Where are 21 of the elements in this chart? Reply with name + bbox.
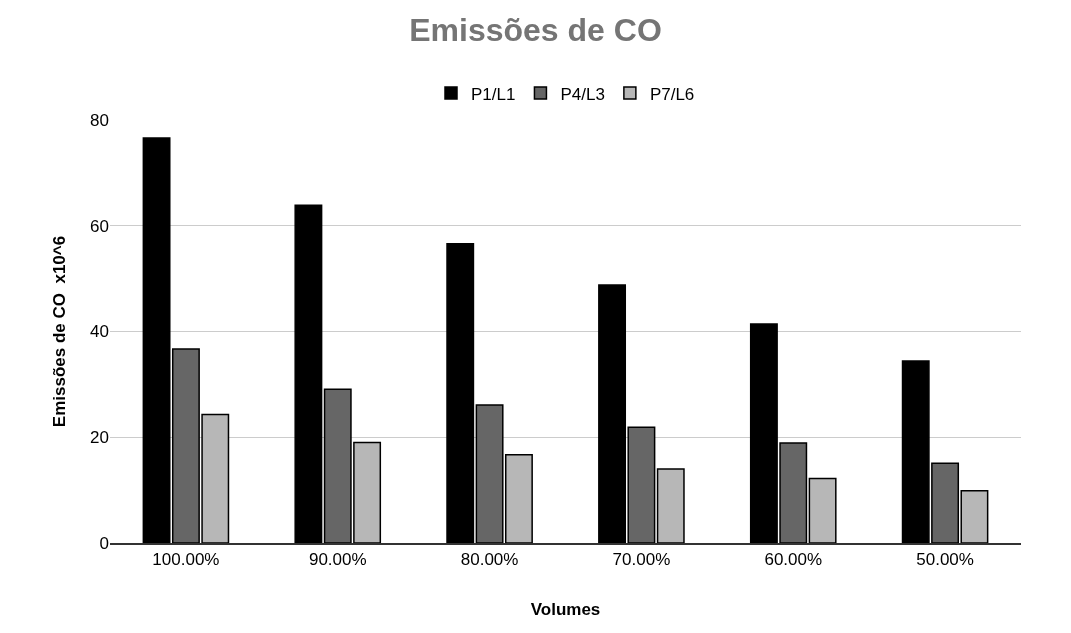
legend-label: P7/L6 — [649, 84, 695, 104]
legend-label: P4/L3 — [560, 84, 605, 104]
y-tick-label: 80 — [90, 110, 109, 130]
y-tick-label: 20 — [90, 428, 109, 448]
legend-label: P1/L1 — [471, 84, 516, 104]
x-tick-label: 80.00% — [460, 550, 519, 570]
x-axis-title: Volumes — [530, 600, 601, 620]
x-tick-label: 100.00% — [152, 550, 220, 570]
bar — [294, 204, 323, 543]
bar — [446, 242, 475, 543]
y-tick-label: 60 — [90, 216, 109, 236]
bar — [656, 468, 685, 543]
bar — [808, 477, 837, 543]
chart-title: Emissões de CO — [409, 12, 662, 49]
x-tick-label: 70.00% — [612, 550, 671, 570]
x-tick-label: 60.00% — [764, 550, 823, 570]
x-tick-label: 50.00% — [916, 550, 974, 570]
y-tick-label: 0 — [99, 533, 109, 553]
y-axis-title: Emissões de CO x10^6 — [49, 235, 69, 428]
y-tick-label: 40 — [90, 322, 109, 342]
x-tick-label: 90.00% — [308, 550, 367, 570]
